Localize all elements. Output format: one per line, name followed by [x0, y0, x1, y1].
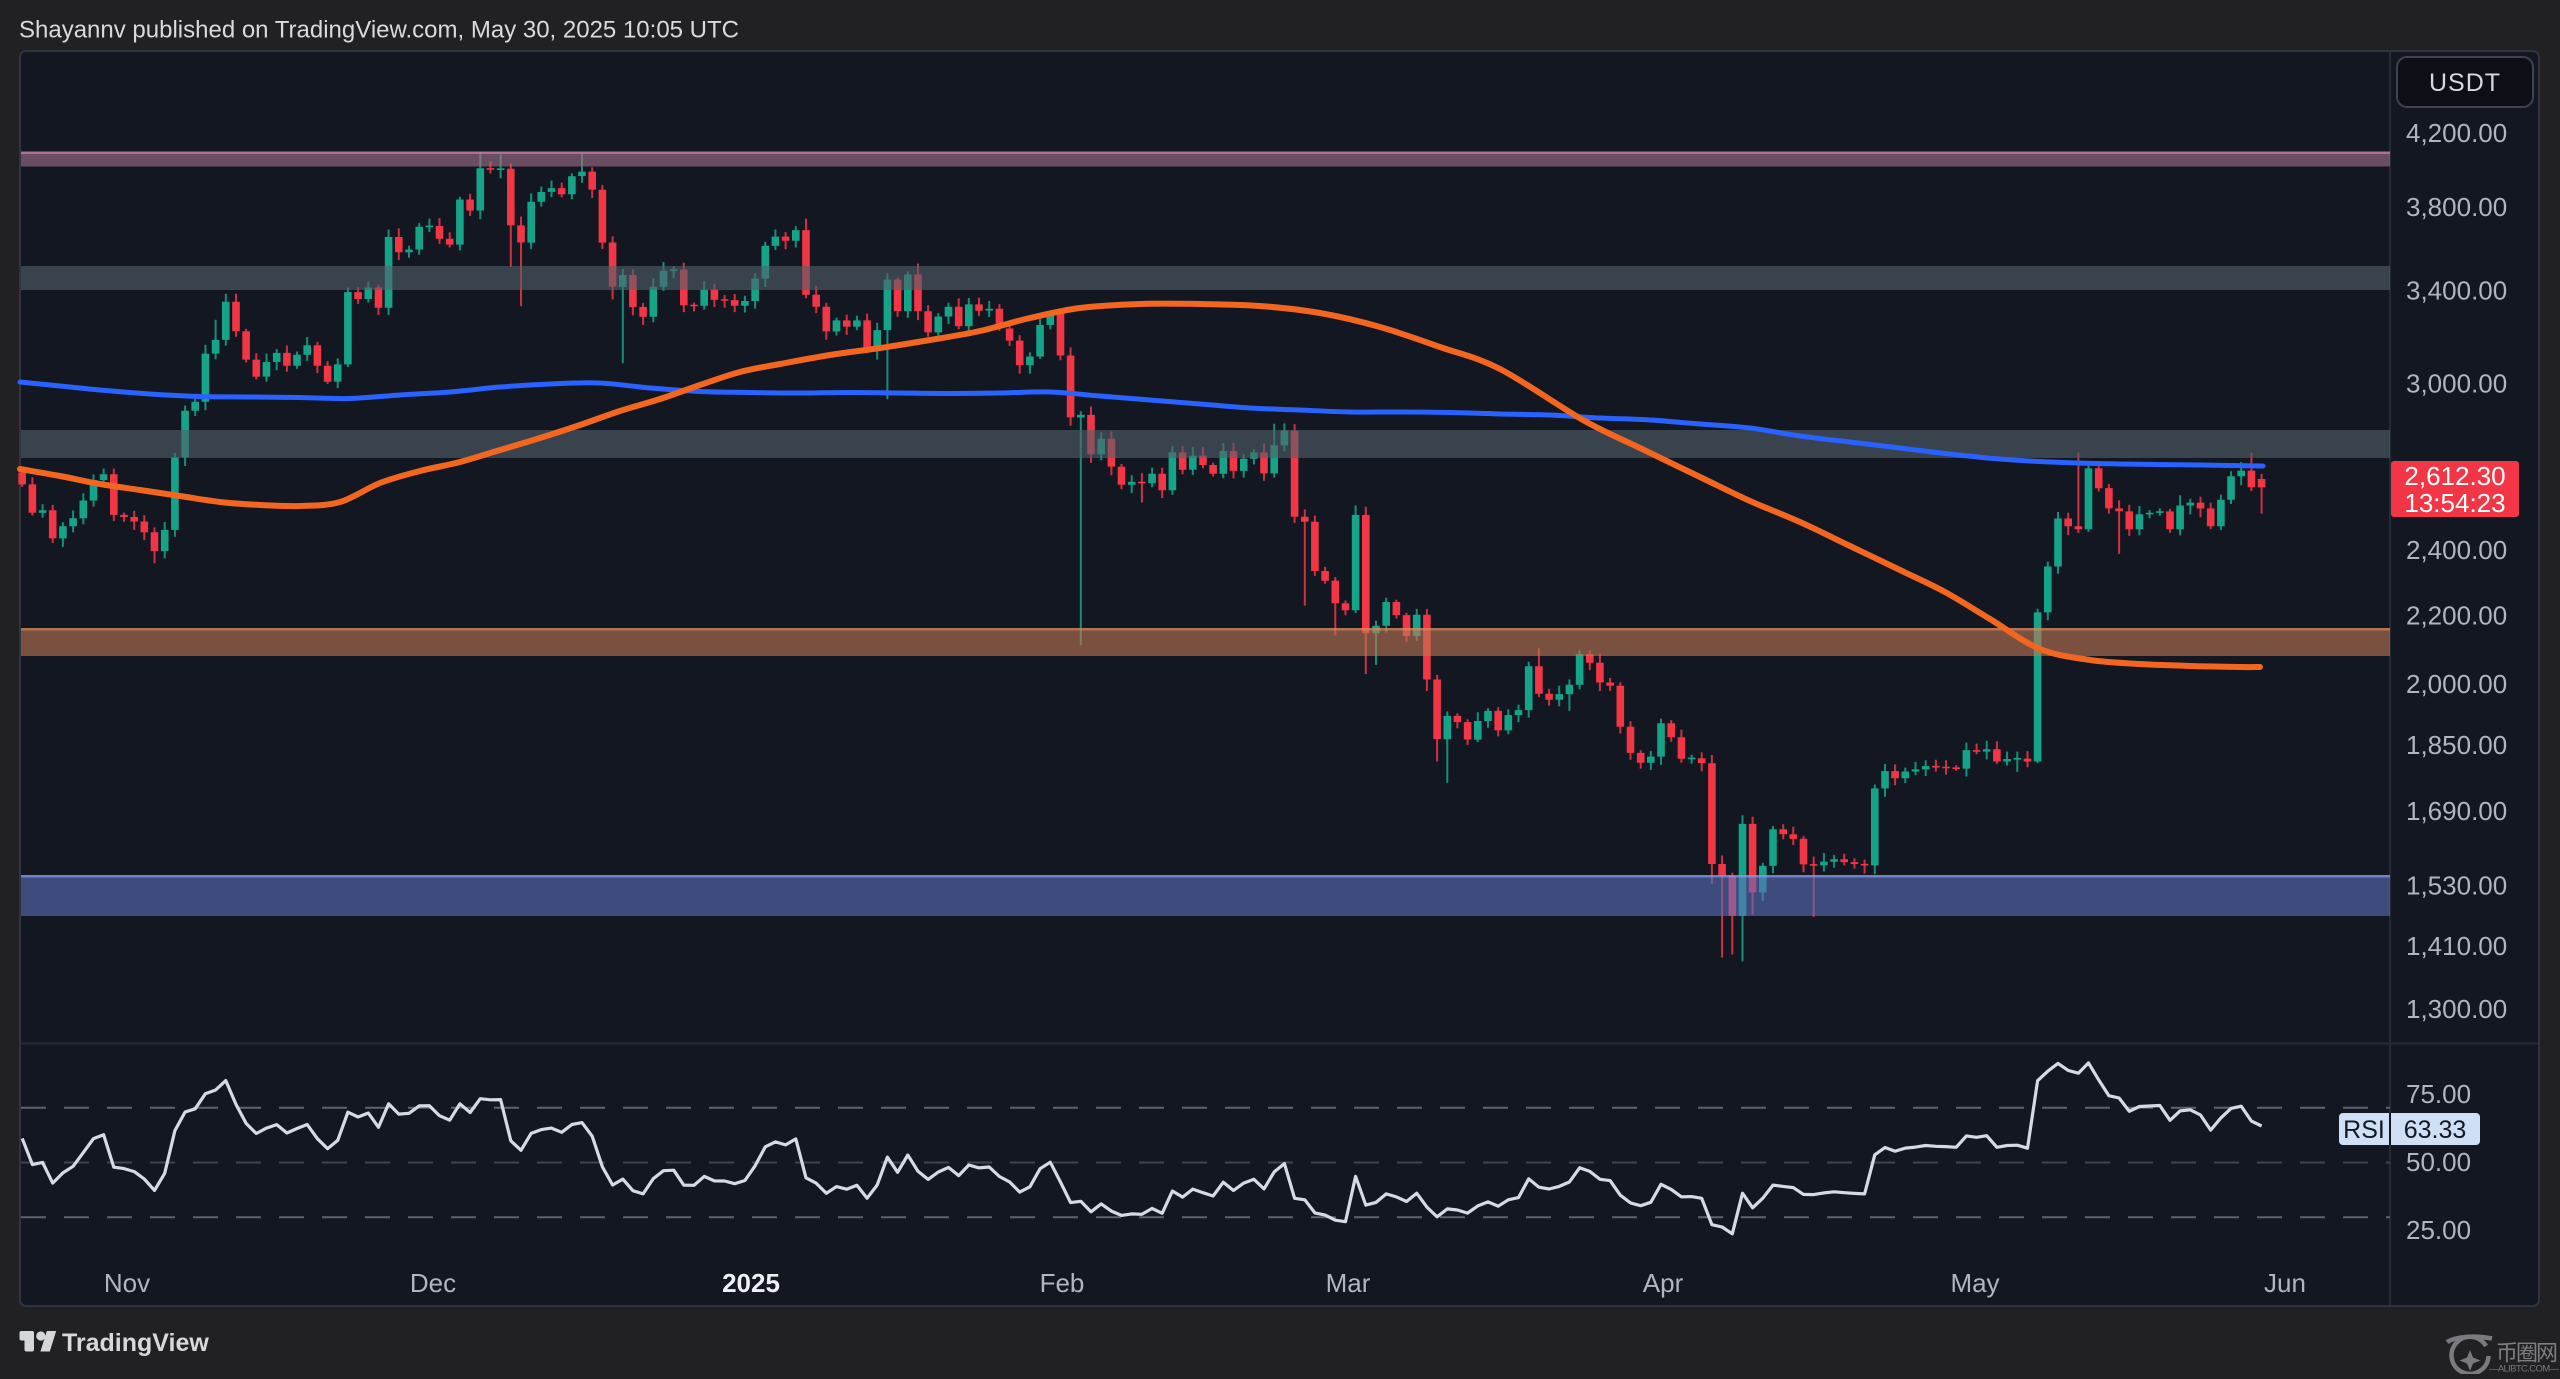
svg-text:13:54:23: 13:54:23: [2404, 488, 2505, 518]
svg-text:Feb: Feb: [1040, 1268, 1085, 1298]
svg-text:2025: 2025: [722, 1268, 780, 1298]
svg-text:1,410.00: 1,410.00: [2406, 931, 2507, 961]
svg-text:3,800.00: 3,800.00: [2406, 192, 2507, 222]
svg-text:4,200.00: 4,200.00: [2406, 118, 2507, 148]
svg-text:2,000.00: 2,000.00: [2406, 669, 2507, 699]
svg-text:75.00: 75.00: [2406, 1079, 2471, 1109]
svg-text:Apr: Apr: [1643, 1268, 1684, 1298]
svg-text:25.00: 25.00: [2406, 1215, 2471, 1245]
svg-text:RSI: RSI: [2343, 1116, 2385, 1144]
svg-text:3,000.00: 3,000.00: [2406, 369, 2507, 399]
svg-text:1,690.00: 1,690.00: [2406, 796, 2507, 826]
svg-text:1,300.00: 1,300.00: [2406, 994, 2507, 1024]
svg-text:3,400.00: 3,400.00: [2406, 276, 2507, 306]
svg-text:2,200.00: 2,200.00: [2406, 601, 2507, 631]
svg-text:1,530.00: 1,530.00: [2406, 871, 2507, 901]
svg-text:1,850.00: 1,850.00: [2406, 730, 2507, 760]
svg-text:Jun: Jun: [2264, 1268, 2306, 1298]
svg-text:Dec: Dec: [410, 1268, 456, 1298]
svg-text:USDT: USDT: [2429, 69, 2501, 97]
svg-text:May: May: [1950, 1268, 1999, 1298]
svg-text:币圈网: 币圈网: [2496, 1341, 2558, 1366]
svg-text:2,400.00: 2,400.00: [2406, 535, 2507, 565]
svg-text:50.00: 50.00: [2406, 1147, 2471, 1177]
svg-text:Mar: Mar: [1326, 1268, 1371, 1298]
svg-text:—ALIBTC.COM—: —ALIBTC.COM—: [2489, 1364, 2560, 1375]
svg-text:TradingView: TradingView: [62, 1329, 209, 1357]
svg-text:2,612.30: 2,612.30: [2404, 461, 2505, 491]
svg-text:Nov: Nov: [104, 1268, 150, 1298]
svg-text:63.33: 63.33: [2404, 1116, 2467, 1144]
svg-text:Shayannv published on TradingV: Shayannv published on TradingView.com, M…: [19, 17, 739, 44]
